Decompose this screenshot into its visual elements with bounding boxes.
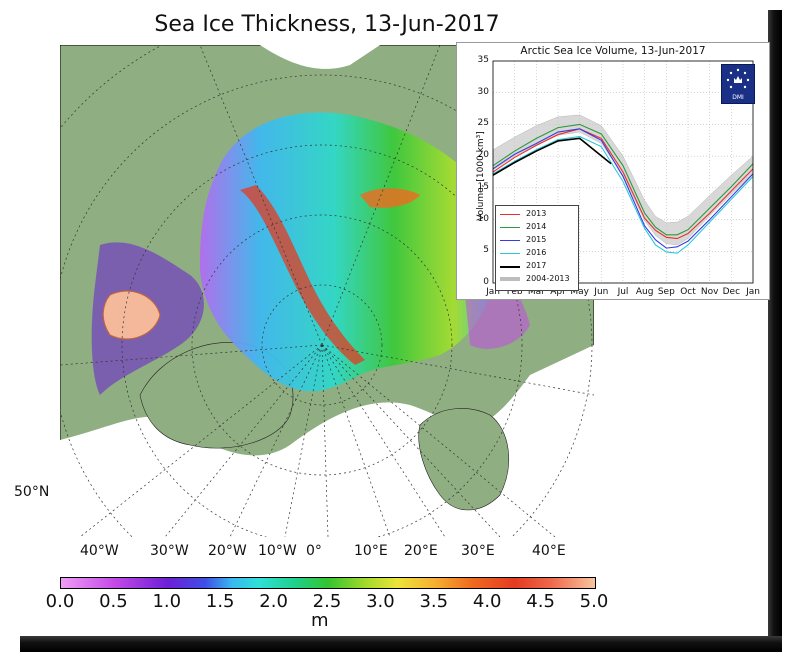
series-line-2017 — [492, 137, 612, 176]
inset-x-tick: Feb — [506, 287, 523, 297]
ocean-bering-side — [260, 45, 380, 69]
longitude-tick: 20°E — [404, 543, 438, 559]
dmi-logo: DMI — [721, 64, 755, 104]
legend-label: 2014 — [526, 222, 547, 231]
inset-x-tick: Oct — [680, 287, 696, 297]
legend-swatch — [500, 227, 520, 228]
sea-ice-thick-ridge — [240, 185, 365, 365]
legend-label: 2017 — [526, 261, 547, 270]
longitude-tick: 40°E — [532, 543, 566, 559]
inset-y-tick: 15 — [477, 181, 489, 192]
inset-plot-area — [492, 60, 754, 284]
colorbar-tick: 2.5 — [312, 591, 342, 612]
page-shadow-right — [768, 10, 782, 650]
legend-swatch — [500, 214, 520, 215]
colorbar-tick: 3.5 — [419, 591, 449, 612]
sea-ice-thick-patch — [360, 188, 420, 208]
inset-x-tick: Aug — [635, 287, 654, 297]
colorbar-unit-label: m — [311, 610, 329, 631]
legend-swatch — [500, 277, 520, 281]
legend-swatch — [500, 253, 520, 254]
inset-x-tick: Jan — [486, 287, 500, 297]
legend-label: 2004-2013 — [526, 274, 570, 283]
colorbar-tick: 1.5 — [205, 591, 235, 612]
colorbar-tick: 5.0 — [579, 591, 609, 612]
longitude-tick: 40°W — [80, 543, 119, 559]
volume-inset-chart: Arctic Sea Ice Volume, 13-Jun-2017 Volum… — [456, 42, 770, 300]
inset-x-tick: Jan — [746, 287, 760, 297]
hudson-bay-ice — [102, 290, 161, 340]
crown-stars-icon — [726, 68, 750, 89]
inset-axes-frame — [492, 60, 754, 284]
legend-swatch — [500, 240, 520, 241]
legend-swatch — [500, 266, 520, 268]
greenland — [139, 342, 294, 449]
inset-x-tick: May — [570, 287, 589, 297]
legend-label: 2016 — [526, 248, 547, 257]
series-line-2015 — [492, 128, 754, 249]
longitude-tick: 30°W — [150, 543, 189, 559]
graticule — [60, 45, 594, 537]
inset-y-tick: 20 — [477, 150, 489, 161]
inset-x-tick: Jun — [594, 287, 609, 297]
series-line-2013 — [492, 128, 754, 240]
thickness-colorbar — [60, 577, 596, 589]
scandinavia — [418, 408, 510, 511]
inset-y-tick: 5 — [483, 245, 489, 256]
inset-y-tick: 0 — [483, 277, 489, 287]
inset-x-tick: Nov — [700, 287, 719, 297]
legend-label: 2013 — [526, 209, 547, 218]
inset-x-tick: Mar — [527, 287, 545, 297]
inset-x-tick: Sep — [657, 287, 675, 297]
colorbar-tick: 4.5 — [526, 591, 555, 612]
longitude-tick: 30°E — [461, 543, 495, 559]
latitude-tick-label: 50°N — [14, 484, 50, 500]
inset-y-tick: 35 — [477, 55, 489, 65]
sea-ice-arctic-basin — [200, 112, 499, 392]
series-line-2014 — [492, 123, 754, 236]
colorbar-tick: 4.0 — [472, 591, 502, 612]
page-shadow-bottom — [20, 636, 782, 652]
inset-legend: 2013 2014 2015 2016 2017 2004-2013 — [495, 205, 579, 291]
legend-label: 2015 — [526, 235, 547, 244]
colorbar-tick: 2.0 — [259, 591, 288, 612]
colorbar-tick: 1.0 — [152, 591, 182, 612]
colorbar-tick: 0.0 — [45, 591, 75, 612]
inset-x-tick: Jul — [617, 287, 629, 297]
longitude-tick: 20°W — [208, 543, 247, 559]
figure-sheet: Sea Ice Thickness, 13-Jun-2017 — [14, 12, 770, 631]
colorbar-tick: 3.0 — [366, 591, 395, 612]
dmi-logo-text: DMI — [732, 94, 744, 101]
inset-x-tick: Apr — [550, 287, 566, 297]
longitude-tick: 10°E — [354, 543, 388, 559]
longitude-tick: 10°W — [258, 543, 297, 559]
inset-y-tick: 10 — [477, 213, 489, 224]
inset-x-tick: Dec — [722, 287, 741, 297]
inset-y-tick: 25 — [477, 118, 489, 129]
longitude-tick: 0° — [306, 543, 322, 559]
series-line-2016 — [492, 135, 754, 254]
figure-title: Sea Ice Thickness, 13-Jun-2017 — [154, 12, 500, 37]
inset-chart-title: Arctic Sea Ice Volume, 13-Jun-2017 — [520, 45, 706, 57]
inset-y-tick: 30 — [477, 86, 489, 97]
colorbar-tick: 0.5 — [99, 591, 128, 612]
